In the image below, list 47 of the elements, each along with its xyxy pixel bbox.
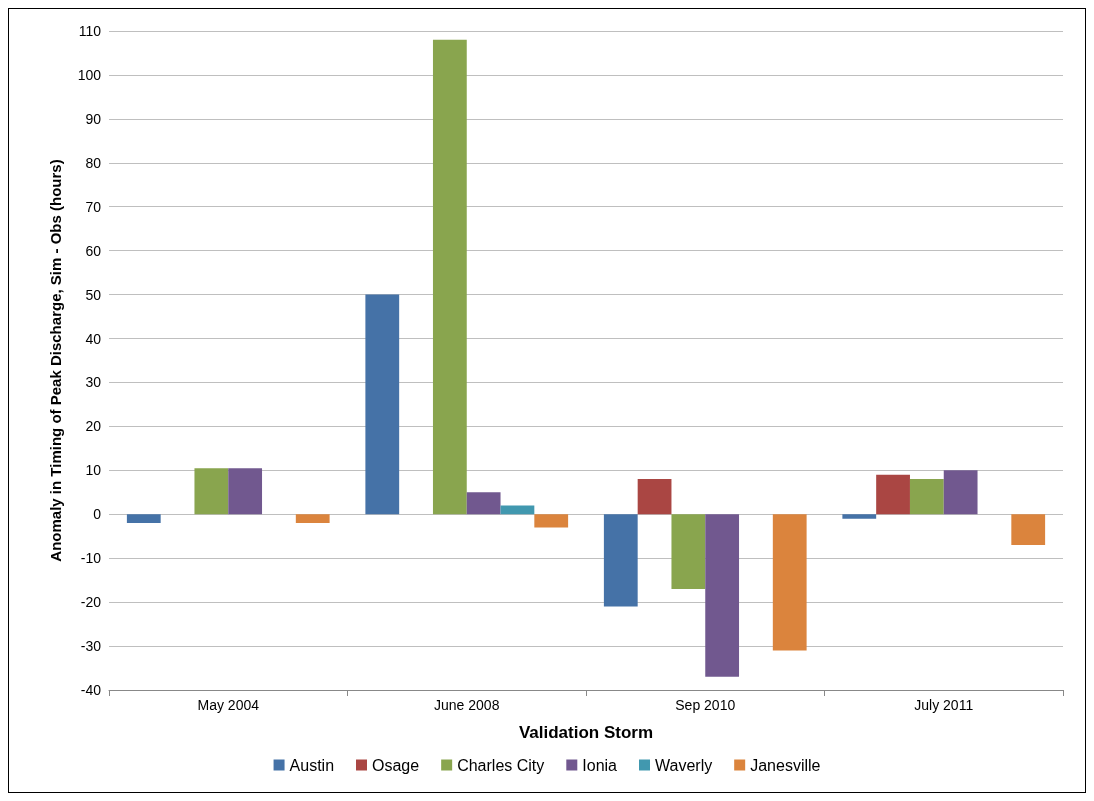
bar — [603, 514, 638, 607]
bar — [126, 514, 161, 524]
legend-label: Waverly — [655, 756, 713, 774]
y-tick-label: -10 — [80, 550, 102, 567]
bar — [943, 470, 978, 515]
y-tick-label: 30 — [85, 374, 102, 391]
bar — [671, 514, 706, 589]
x-tick-label: May 2004 — [197, 697, 260, 713]
bar — [228, 468, 263, 515]
bar — [432, 39, 467, 515]
bar — [466, 492, 501, 515]
y-tick-label: 110 — [78, 23, 102, 39]
bar — [772, 514, 807, 651]
y-tick-label: 70 — [85, 198, 102, 215]
y-tick-label: 40 — [85, 330, 102, 347]
y-tick-label: 0 — [93, 506, 102, 523]
x-tick-label: July 2011 — [914, 697, 974, 713]
y-tick-label: -30 — [80, 638, 102, 655]
y-tick-label: 10 — [85, 462, 102, 479]
y-tick-label: -40 — [80, 682, 102, 698]
bar — [842, 514, 877, 519]
bar — [909, 479, 944, 515]
x-axis-title: Validation Storm — [518, 723, 654, 742]
legend-label: Charles City — [457, 756, 545, 774]
bar — [876, 474, 910, 515]
y-tick-label: 60 — [85, 242, 102, 259]
bar — [534, 514, 569, 528]
bar — [705, 514, 740, 677]
legend-label: Ionia — [582, 756, 618, 774]
bar — [637, 479, 672, 515]
legend-label: Austin — [289, 756, 335, 774]
x-tick-label: Sep 2010 — [675, 697, 736, 713]
legend-label: Osage — [372, 756, 420, 774]
y-axis-title: Anomaly in Timing of Peak Discharge, Sim - Obs (hours) — [47, 159, 64, 562]
y-tick-label: 20 — [85, 418, 102, 435]
y-tick-label: 100 — [77, 66, 102, 83]
bar — [1011, 514, 1046, 546]
bar — [194, 468, 229, 515]
legend-label: Janesville — [750, 756, 821, 774]
y-tick-label: 90 — [85, 110, 102, 127]
bar — [295, 514, 330, 524]
y-tick-label: 50 — [85, 286, 102, 303]
x-tick-label: June 2008 — [434, 697, 500, 713]
bar — [500, 505, 535, 515]
y-tick-label: 80 — [85, 154, 102, 171]
bar — [365, 294, 400, 515]
y-tick-label: -20 — [80, 594, 102, 611]
